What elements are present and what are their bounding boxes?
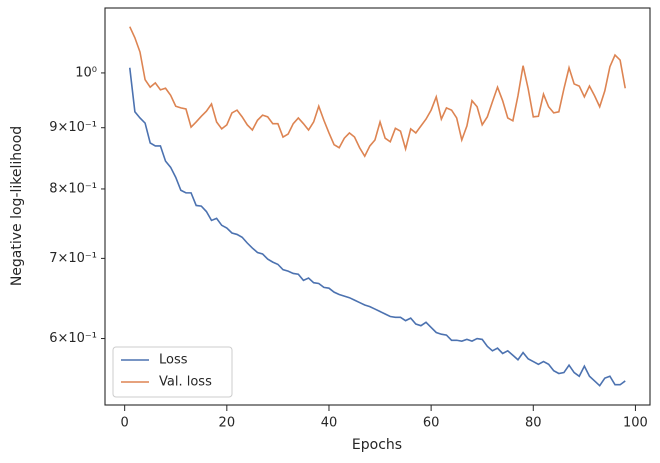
x-tick-label: 100 — [623, 416, 648, 431]
x-tick-label: 80 — [525, 416, 542, 431]
y-tick-label: 6×10⁻¹ — [49, 331, 97, 346]
y-tick-label: 9×10⁻¹ — [49, 120, 97, 135]
y-tick-label: 7×10⁻¹ — [49, 251, 97, 266]
y-axis-label: Negative log-likelihood — [9, 126, 25, 286]
y-tick-label: 10⁰ — [75, 65, 97, 80]
x-tick-label: 40 — [321, 416, 338, 431]
plot-frame — [104, 7, 651, 406]
x-tick-label: 0 — [121, 416, 129, 431]
line — [129, 26, 627, 158]
x-tick-label: 20 — [219, 416, 236, 431]
x-tick-label: 60 — [423, 416, 440, 431]
line — [128, 67, 626, 387]
legend: Loss Val. loss — [112, 346, 233, 398]
y-tick-label: 8×10⁻¹ — [49, 181, 97, 196]
legend-label: Loss — [159, 353, 188, 368]
legend-label: Val. loss — [159, 375, 212, 390]
x-axis-label: Epochs — [352, 437, 402, 453]
